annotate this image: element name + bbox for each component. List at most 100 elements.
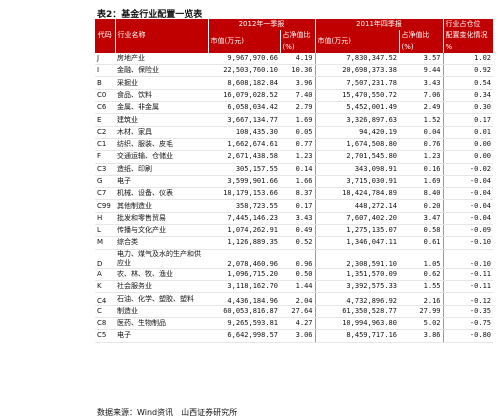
table-row: C5 电子 6,642,998.57 3.06 8,459,717.16 3.86 -0.8…	[95, 329, 493, 343]
row-change: 0.30	[443, 101, 493, 115]
row-change: 0.01	[443, 126, 493, 139]
row-mv-2011: 7,607,402.20	[315, 212, 399, 226]
row-change: 0.54	[443, 76, 493, 90]
row-mv-2012: 22,503,760.10	[208, 64, 280, 78]
row-change: -0.80	[443, 329, 493, 343]
row-pct-2012: 1.23	[280, 150, 316, 164]
row-mv-2012: 305,157.55	[208, 163, 280, 176]
row-change: 0.00	[443, 150, 493, 164]
row-mv-2011: 10,994,963.80	[315, 317, 399, 331]
row-pct-2012: 2.79	[280, 101, 316, 115]
row-mv-2012: 1,096,715.20	[208, 268, 280, 282]
row-pct-2011: 0.62	[399, 268, 444, 282]
row-pct-2012: 3.06	[280, 329, 316, 343]
row-pct-2012: 3.43	[280, 212, 316, 226]
row-pct-2012: 0.17	[280, 199, 316, 213]
row-change: 0.00	[443, 138, 493, 152]
row-mv-2011: 1,275,135.07	[315, 224, 399, 238]
row-pct-2012: 3.96	[280, 76, 316, 90]
row-mv-2012: 16,079,028.52	[208, 89, 280, 103]
row-industry-name: 房地产业	[115, 52, 208, 66]
table-row: L 传播与文化产业 1,074,262.91 0.49 1,275,135.07 0.58…	[95, 224, 493, 238]
row-mv-2011: 5,452,001.49	[315, 101, 399, 115]
row-industry-name: 电力、煤气及水的生产和供应业	[115, 249, 208, 269]
row-industry-name: 木材、家具	[115, 126, 208, 139]
row-industry-name: 其他制造业	[115, 199, 208, 213]
row-code: B	[95, 76, 115, 90]
row-mv-2012: 1,126,889.35	[208, 236, 280, 250]
row-industry-name: 批发和零售贸易	[115, 212, 208, 226]
row-mv-2011: 1,346,047.11	[315, 236, 399, 250]
row-code: C7	[95, 187, 115, 201]
table-row: I 金融、保险业 22,503,760.10 10.36 20,698,373.38 9.…	[95, 64, 493, 78]
table-row: C99 其他制造业 358,723.55 0.17 448,272.14 0.20 -0.0…	[95, 199, 493, 213]
header-2012q1: 2012年一季报	[208, 19, 316, 31]
header-code: 代码	[95, 19, 116, 53]
row-change: -0.04	[443, 187, 493, 201]
row-mv-2012: 8,608,182.84	[208, 76, 280, 90]
row-code: C	[95, 305, 115, 319]
row-pct-2011: 0.58	[399, 224, 444, 238]
row-code: C1	[95, 138, 115, 152]
row-mv-2011: 448,272.14	[315, 199, 399, 213]
header-mv-2012: 市值(万元)	[208, 30, 281, 53]
table-row: C2 木材、家具 108,435.30 0.05 94,420.19 0.04 0.01	[95, 126, 493, 139]
row-change: 0.34	[443, 89, 493, 103]
table-row: C6 金属、非金属 6,058,034.42 2.79 5,452,001.49 2.49…	[95, 101, 493, 115]
row-mv-2012: 6,058,034.42	[208, 101, 280, 115]
row-mv-2011: 1,351,570.09	[315, 268, 399, 282]
row-industry-name: 电子	[115, 175, 208, 189]
row-change: -0.75	[443, 317, 493, 331]
table-row: B 采掘业 8,608,182.84 3.96 7,507,231.78 3.43 0.54	[95, 76, 493, 90]
row-code: D	[95, 249, 115, 269]
row-pct-2011: 3.86	[399, 329, 444, 343]
table-row: H 批发和零售贸易 7,445,146.23 3.43 7,607,402.20 3.47…	[95, 212, 493, 226]
row-code: G	[95, 175, 115, 189]
row-pct-2012: 0.05	[280, 126, 316, 139]
table-row: E 建筑业 3,667,134.77 1.69 3,326,897.63 1.52 0.17	[95, 113, 493, 127]
row-pct-2012: 4.19	[280, 52, 316, 66]
row-mv-2012: 3,118,162.70	[208, 280, 280, 294]
row-pct-2011: 3.47	[399, 212, 444, 226]
row-mv-2011: 94,420.19	[315, 126, 399, 139]
row-pct-2012: 0.52	[280, 236, 316, 250]
row-change: 0.17	[443, 113, 493, 127]
row-code: J	[95, 52, 115, 66]
table-row: A 农、林、牧、渔业 1,096,715.20 0.50 1,351,570.09 0.6…	[95, 268, 493, 282]
row-pct-2012: 8.37	[280, 187, 316, 201]
row-pct-2011: 0.16	[399, 163, 444, 176]
row-pct-2011: 2.49	[399, 101, 444, 115]
row-industry-name: 采掘业	[115, 76, 208, 90]
row-change: -0.09	[443, 224, 493, 238]
row-mv-2012: 18,179,153.66	[208, 187, 280, 201]
row-pct-2012: 27.64	[280, 305, 316, 319]
table-row: C1 纺织、服装、皮毛 1,662,674.61 0.77 1,674,508.80 0.…	[95, 138, 493, 152]
row-mv-2011: 7,507,231.78	[315, 76, 399, 90]
header-change-line1: 行业占仓位	[443, 19, 493, 31]
industry-allocation-table: 代码 行业名称 2012年一季报 2011年四季报 行业占仓位 市值(万元) 占…	[95, 19, 493, 343]
header-change-line2: 配置变化情况	[443, 30, 493, 42]
row-change: -0.04	[443, 199, 493, 213]
row-industry-name: 食品、饮料	[115, 89, 208, 103]
row-pct-2012: 0.96	[280, 249, 316, 269]
row-mv-2011: 18,424,784.89	[315, 187, 399, 201]
row-industry-name: 综合类	[115, 236, 208, 250]
row-pct-2012: 4.27	[280, 317, 316, 331]
row-industry-name: 医药、生物制品	[115, 317, 208, 331]
row-code: C3	[95, 163, 115, 176]
row-pct-2012: 0.14	[280, 163, 316, 176]
row-mv-2012: 2,671,438.58	[208, 150, 280, 164]
row-pct-2011: 9.44	[399, 64, 444, 78]
row-mv-2012: 9,967,970.66	[208, 52, 280, 66]
row-code: C5	[95, 329, 115, 343]
row-code: A	[95, 268, 115, 282]
row-pct-2011: 0.76	[399, 138, 444, 152]
table-row: C3 造纸、印刷 305,157.55 0.14 343,098.91 0.16 -0.02	[95, 163, 493, 176]
row-industry-name: 社会服务业	[115, 280, 208, 294]
row-change: -0.11	[443, 268, 493, 282]
table-row: D 电力、煤气及水的生产和供应业 2,078,460.96 0.96 2,308,591…	[95, 249, 493, 269]
source-note: 数据来源：Wind资讯 山西证券研究所	[97, 408, 238, 417]
row-pct-2012: 2.04	[280, 292, 316, 306]
row-pct-2012: 10.36	[280, 64, 316, 78]
row-industry-name: 纺织、服装、皮毛	[115, 138, 208, 152]
